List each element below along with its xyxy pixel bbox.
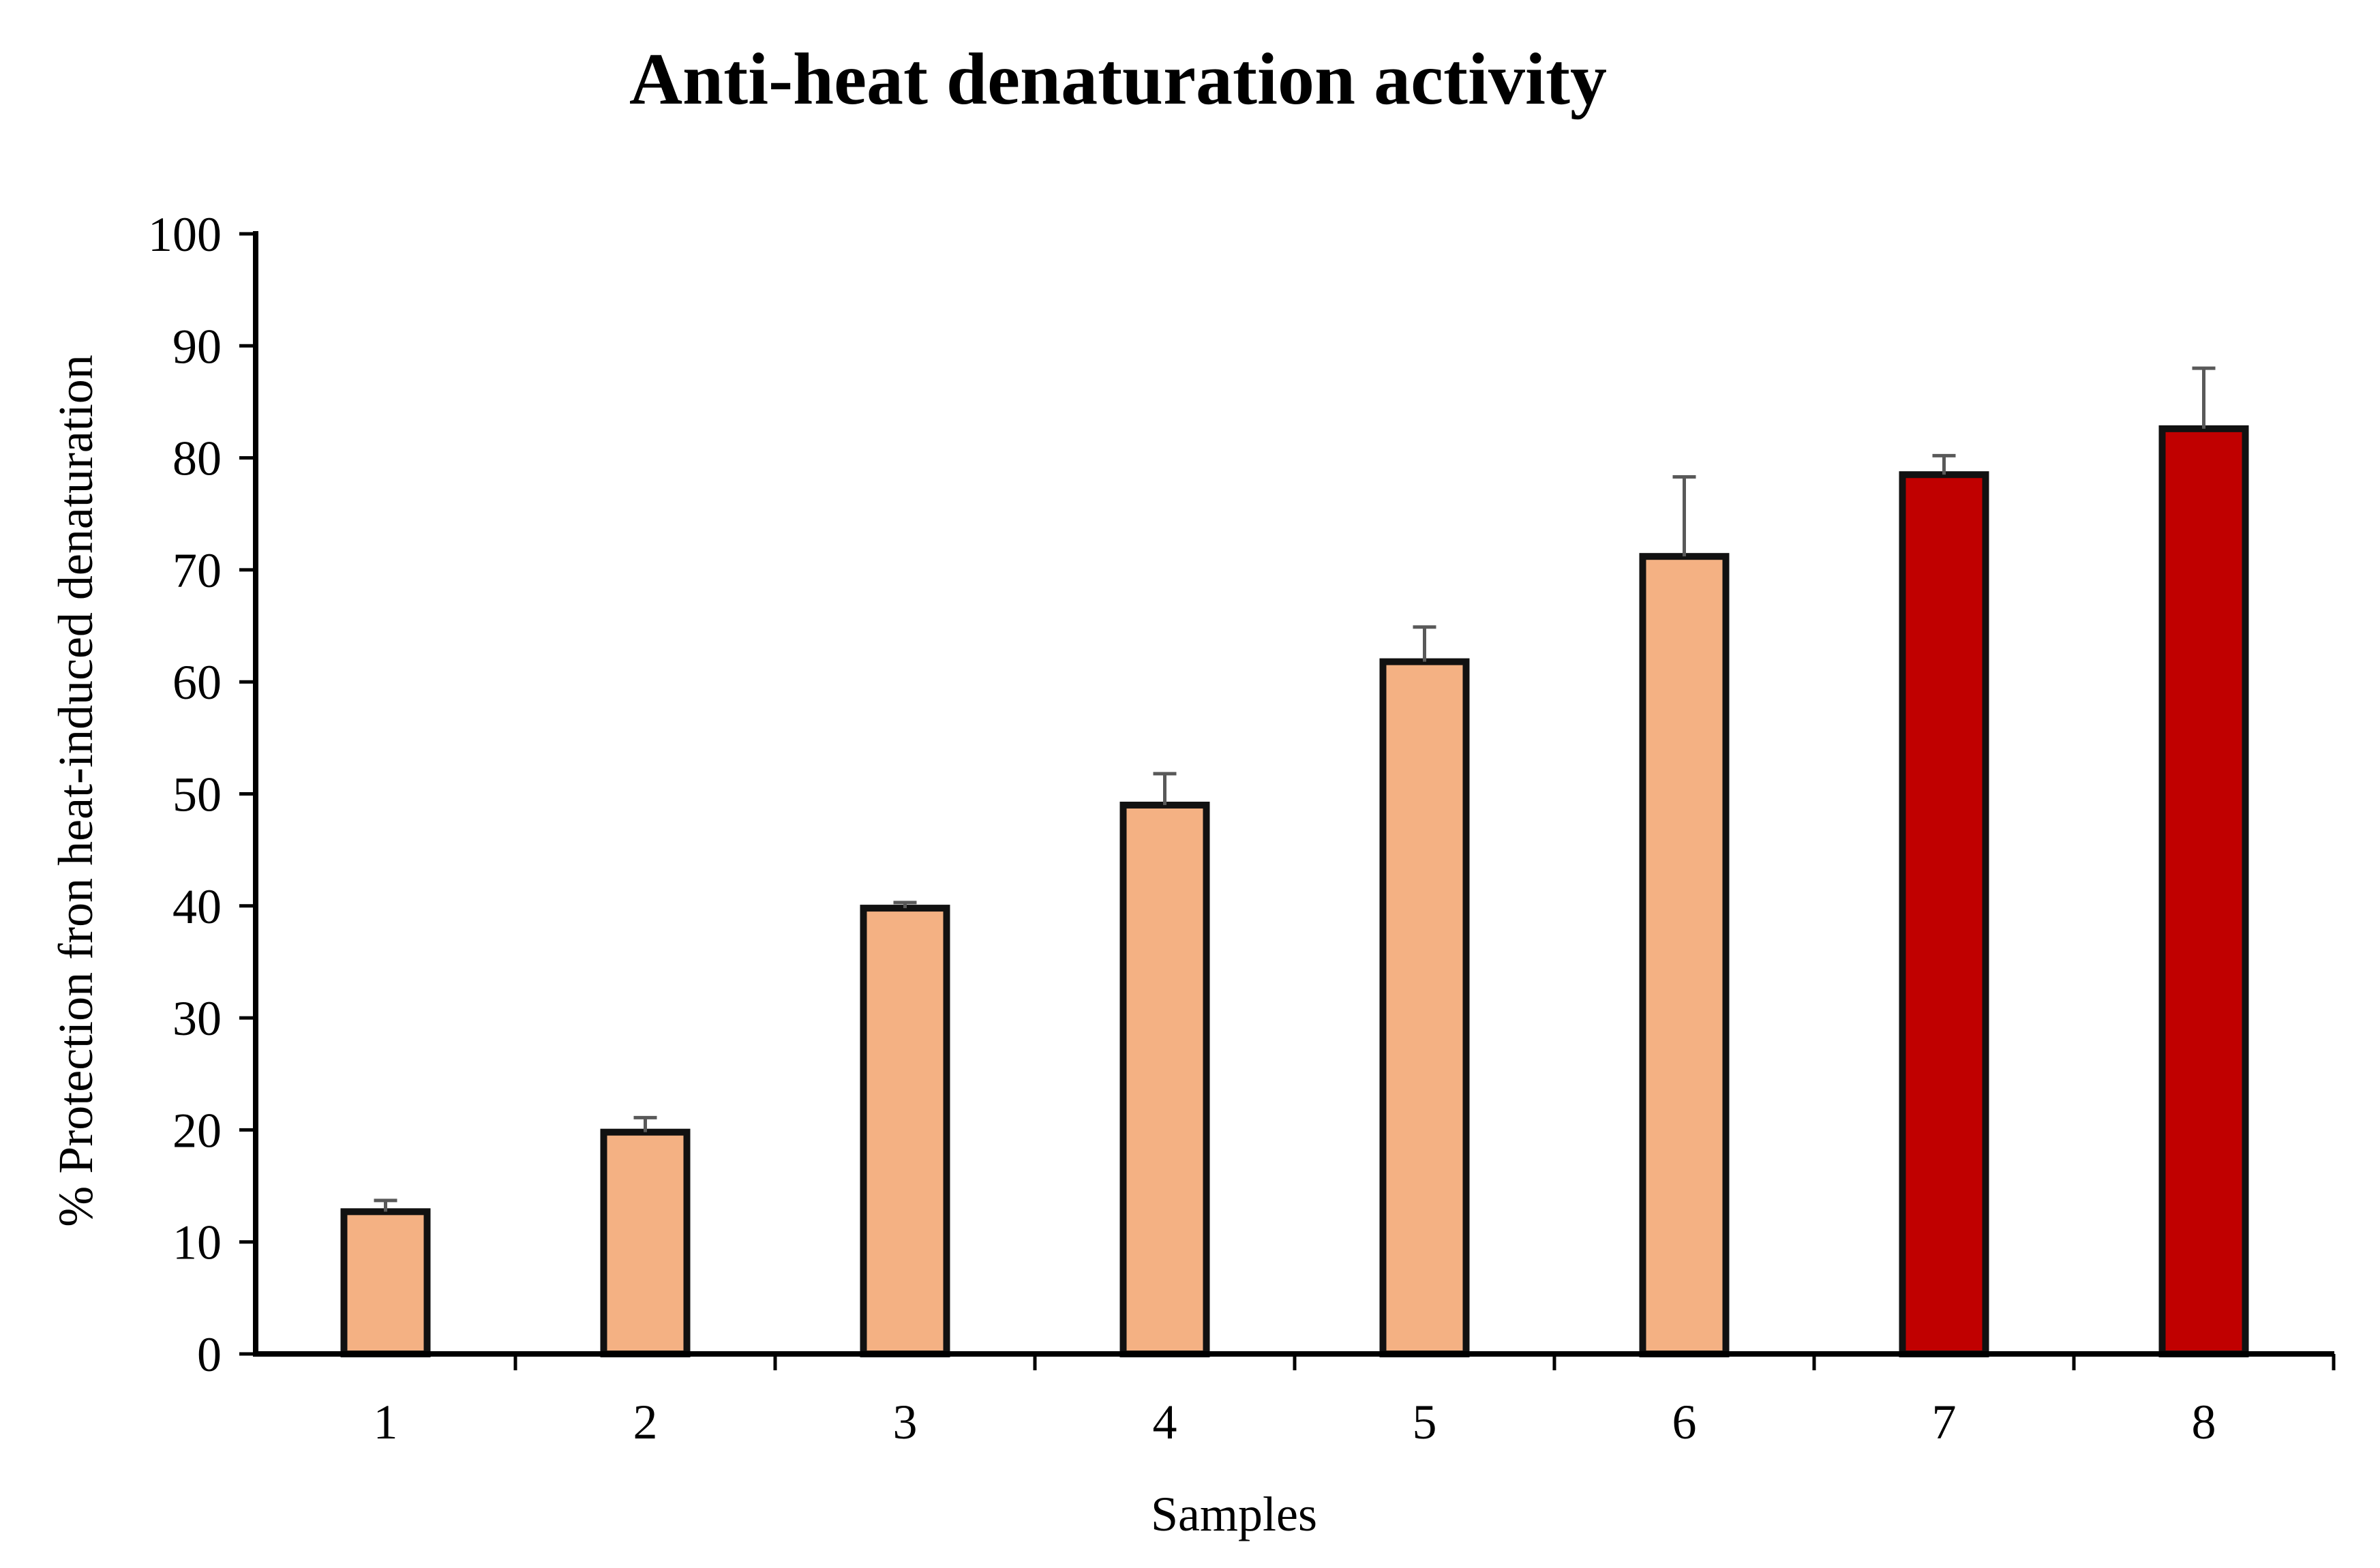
y-tick-label: 50 <box>172 768 222 822</box>
bars <box>340 425 2249 1358</box>
y-tick-label: 30 <box>172 991 222 1046</box>
x-tick-label: 8 <box>2192 1395 2216 1449</box>
y-tick-label: 80 <box>172 432 222 486</box>
y-tick-label: 90 <box>172 319 222 374</box>
y-tick-label: 20 <box>172 1103 222 1158</box>
x-tick-label: 6 <box>1672 1395 1697 1449</box>
bar-sample-3 <box>860 905 950 1358</box>
bar-sample-5 <box>1379 658 1470 1357</box>
y-axis-ticks: 0 10 20 30 40 50 60 70 80 90 100 <box>148 207 256 1382</box>
x-tick-label: 7 <box>1932 1395 1957 1449</box>
bar-sample-4 <box>1119 801 1210 1358</box>
y-tick-label: 0 <box>197 1327 222 1382</box>
x-tick-label: 2 <box>633 1395 658 1449</box>
x-tick-label: 1 <box>374 1395 398 1449</box>
bar-sample-6 <box>1639 553 1730 1358</box>
x-tick-label: 5 <box>1413 1395 1437 1449</box>
x-tick-label: 4 <box>1153 1395 1177 1449</box>
y-tick-label: 70 <box>172 543 222 598</box>
x-tick-label: 3 <box>893 1395 918 1449</box>
y-tick-label: 40 <box>172 879 222 934</box>
bar-sample-1 <box>340 1208 431 1357</box>
x-axis-ticks: 1 2 3 4 5 6 7 8 <box>374 1354 2336 1449</box>
y-axis-label: % Protection fron heat-induced denaturat… <box>48 355 103 1227</box>
bar-sample-7 <box>1899 471 1989 1357</box>
y-tick-label: 60 <box>172 655 222 710</box>
error-bars <box>374 366 2216 1212</box>
x-axis-label: Samples <box>1151 1487 1317 1541</box>
y-tick-label: 10 <box>172 1216 222 1270</box>
bar-sample-2 <box>600 1128 691 1358</box>
chart-title: Anti-heat denaturation activity <box>629 39 1607 120</box>
y-tick-label: 100 <box>148 207 222 262</box>
bar-sample-8 <box>2158 425 2249 1358</box>
